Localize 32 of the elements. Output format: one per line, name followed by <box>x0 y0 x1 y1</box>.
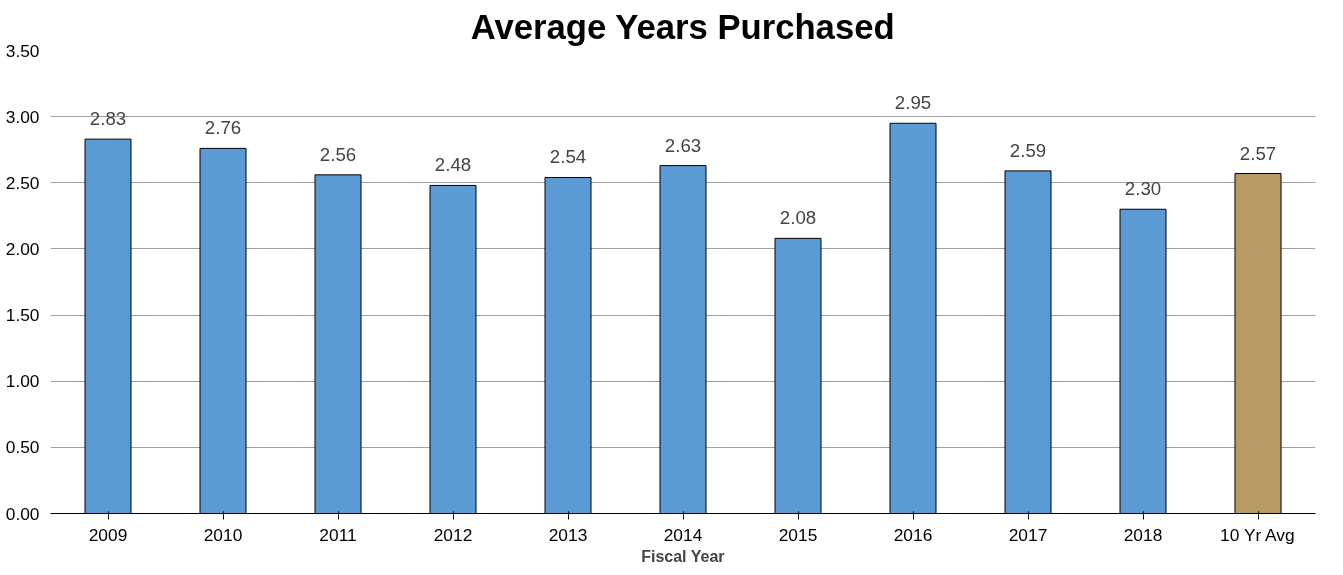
y-tick-label: 2.00 <box>5 238 40 259</box>
data-label: 2.95 <box>894 92 932 114</box>
y-tick-label: 2.50 <box>5 172 40 193</box>
data-label: 2.83 <box>89 108 127 130</box>
data-label: 2.30 <box>1124 178 1162 200</box>
data-label: 2.63 <box>664 134 702 156</box>
chart-title: Average Years Purchased <box>470 7 895 46</box>
y-tick-label: 3.00 <box>5 106 40 127</box>
y-tick-label: 0.50 <box>5 437 40 458</box>
x-axis-title: Fiscal Year <box>641 547 725 565</box>
data-label: 2.56 <box>319 143 357 165</box>
data-label: 2.08 <box>779 207 817 229</box>
y-tick-label: 3.50 <box>5 40 40 61</box>
y-tick-label: 1.00 <box>5 371 40 392</box>
data-label: 2.76 <box>204 117 242 139</box>
x-tick-label: 2017 <box>1008 524 1048 545</box>
x-tick-label: 2014 <box>663 524 703 545</box>
x-tick-label: 2011 <box>319 524 357 545</box>
x-tick-label: 2018 <box>1123 524 1163 545</box>
data-label: 2.54 <box>549 146 587 168</box>
x-tick-label: 2013 <box>548 524 588 545</box>
y-tick-label: 0.00 <box>5 503 40 524</box>
x-tick-label: 2012 <box>433 524 473 545</box>
x-tick-label: 2009 <box>88 524 128 545</box>
data-label: 2.57 <box>1239 142 1277 164</box>
data-label: 2.59 <box>1009 139 1047 161</box>
x-tick-label: 10 Yr Avg <box>1220 524 1295 545</box>
y-tick-label: 1.50 <box>5 305 40 326</box>
data-label: 2.48 <box>434 154 472 176</box>
x-tick-label: 2010 <box>203 524 243 545</box>
x-tick-label: 2016 <box>893 524 933 545</box>
x-tick-label: 2015 <box>778 524 818 545</box>
